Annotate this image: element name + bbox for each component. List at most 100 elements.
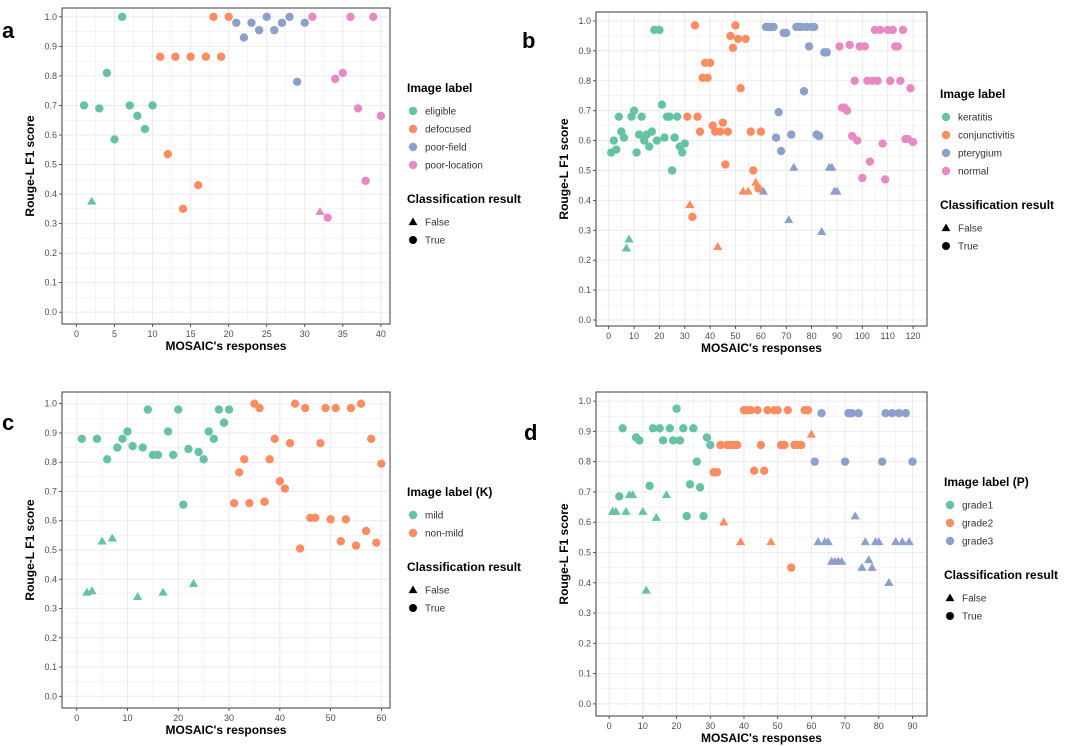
y-tick-label: 0.0 [44, 691, 57, 701]
data-point [110, 135, 119, 144]
legend-key-triangle [408, 585, 418, 594]
legend-label: grade1 [962, 501, 994, 512]
data-point [898, 25, 908, 35]
x-tick-label: 20 [173, 713, 183, 723]
legend-label: True [958, 242, 979, 253]
data-point [214, 405, 224, 414]
data-point [155, 52, 165, 61]
legend-label: conjunctivitis [958, 131, 1015, 142]
data-point-triangle [874, 537, 884, 546]
data-point [232, 18, 241, 27]
x-tick-label: 110 [881, 331, 895, 341]
data-point [262, 12, 271, 22]
panel-c: c 0.0 0.1 0.2 0.3 0.4 0.5 0.6 0.7 0.8 0.9 1.0 0 10 20 3… [2, 391, 521, 737]
data-point [682, 511, 691, 521]
data-point-triangle [651, 512, 661, 521]
data-point [194, 180, 203, 190]
data-point-triangle [867, 562, 877, 571]
data-point [377, 459, 386, 468]
x-tick-label: 15 [186, 329, 196, 339]
plot-border [61, 7, 391, 325]
data-point [782, 28, 791, 38]
data-point [336, 537, 345, 546]
data-point [168, 450, 178, 460]
x-tick-label: 50 [326, 713, 336, 723]
x-axis-title: MOSAIC's responses [166, 723, 287, 737]
data-point-triangle [864, 555, 874, 564]
data-point [292, 77, 302, 87]
data-point [699, 511, 708, 521]
data-point [341, 515, 351, 524]
data-point [133, 111, 142, 120]
data-point [229, 498, 239, 508]
data-point-triangle [751, 177, 761, 186]
data-point [174, 405, 183, 414]
data-point [245, 498, 254, 508]
legend-key-circle [942, 242, 950, 250]
data-point [741, 34, 750, 44]
legend-label: mild [425, 511, 443, 522]
data-point [703, 73, 712, 82]
data-point [153, 450, 163, 460]
x-axis-title: MOSAIC's responses [701, 341, 822, 355]
data-point [224, 12, 233, 22]
y-tick-label: 0.1 [44, 662, 57, 672]
data-point [178, 204, 188, 214]
data-point [260, 497, 269, 506]
legend-label: normal [958, 167, 989, 178]
data-point [240, 455, 249, 464]
x-tick-label: 70 [840, 721, 850, 731]
y-tick-label: 1.0 [44, 12, 57, 22]
plot-border [61, 391, 391, 709]
data-point [680, 139, 689, 148]
data-point [326, 515, 335, 524]
x-tick-label: 60 [806, 721, 816, 731]
data-point [880, 175, 890, 184]
data-point [308, 12, 317, 22]
data-point [652, 136, 662, 145]
data-point [721, 160, 730, 169]
data-point [894, 408, 904, 418]
data-point [635, 436, 644, 445]
data-point [690, 21, 700, 30]
data-point [201, 52, 211, 61]
data-point [683, 112, 692, 121]
data-point [209, 434, 219, 444]
data-point [376, 111, 386, 120]
data-point [102, 68, 112, 78]
data-point-triangle [628, 490, 638, 499]
y-tick-label: 0.4 [578, 578, 591, 588]
data-point-triangle [891, 537, 901, 546]
data-point [295, 544, 305, 553]
data-point [280, 484, 290, 493]
legend-label: grade3 [962, 537, 994, 548]
legend-label: False [958, 224, 983, 235]
legend-key-circle [945, 518, 955, 528]
data-point [776, 146, 786, 156]
data-point [746, 405, 755, 415]
y-axis-title: Rouge-L F1 score [23, 499, 37, 600]
data-point-triangle [817, 227, 827, 236]
data-point [692, 457, 701, 466]
data-point [763, 405, 772, 415]
x-tick-label: 10 [629, 331, 639, 341]
data-point [140, 124, 150, 134]
data-point [372, 538, 381, 547]
data-point [858, 173, 867, 183]
data-point [637, 112, 646, 121]
data-point-triangle [897, 537, 908, 546]
data-point [906, 84, 915, 93]
x-tick-label: 60 [756, 331, 766, 341]
data-point [265, 455, 274, 464]
data-point [338, 68, 348, 78]
y-tick-label: 0.1 [578, 669, 591, 679]
data-point [618, 424, 627, 433]
x-tick-label: 80 [807, 331, 817, 341]
x-axis-title: MOSAIC's responses [701, 731, 822, 745]
legend-key-circle [945, 536, 955, 546]
y-tick-label: 0.9 [44, 428, 57, 438]
data-point-triangle [857, 562, 867, 571]
data-point-triangle [827, 162, 837, 171]
data-point [835, 42, 844, 51]
